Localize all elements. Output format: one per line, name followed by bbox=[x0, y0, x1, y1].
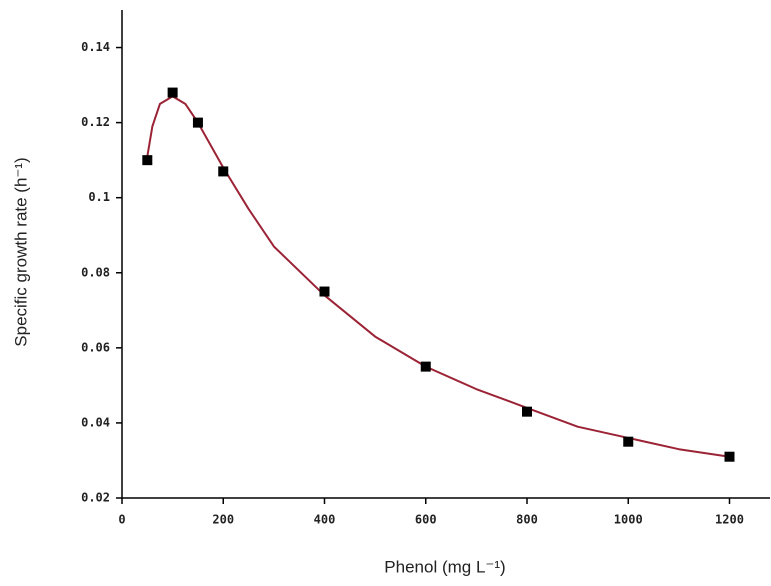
x-tick-label: 200 bbox=[212, 513, 234, 527]
data-point bbox=[218, 166, 229, 177]
fit-curve bbox=[146, 95, 730, 458]
y-tick-label: 0.08 bbox=[81, 265, 110, 279]
data-point bbox=[724, 451, 735, 462]
x-tick-label: 800 bbox=[516, 513, 538, 527]
x-axis-title: Phenol (mg L⁻¹) bbox=[384, 557, 505, 576]
data-point bbox=[167, 87, 178, 98]
data-point bbox=[142, 155, 153, 166]
y-tick-label: 0.06 bbox=[81, 340, 110, 354]
x-tick-label: 400 bbox=[314, 513, 336, 527]
y-tick-label: 0.14 bbox=[81, 40, 110, 54]
x-tick-label: 0 bbox=[118, 513, 125, 527]
data-point bbox=[319, 286, 330, 297]
x-tick-label: 600 bbox=[415, 513, 437, 527]
y-tick-label: 0.02 bbox=[81, 491, 110, 505]
data-point bbox=[192, 117, 203, 128]
x-tick-label: 1200 bbox=[715, 513, 744, 527]
y-axis-title: Specific growth rate (h⁻¹) bbox=[11, 157, 30, 346]
y-tick-label: 0.04 bbox=[81, 415, 110, 429]
x-tick-label: 1000 bbox=[614, 513, 643, 527]
data-point bbox=[420, 361, 431, 372]
data-point bbox=[623, 436, 634, 447]
y-tick-label: 0.12 bbox=[81, 115, 110, 129]
y-tick-label: 0.1 bbox=[88, 190, 110, 204]
data-point bbox=[522, 406, 532, 417]
